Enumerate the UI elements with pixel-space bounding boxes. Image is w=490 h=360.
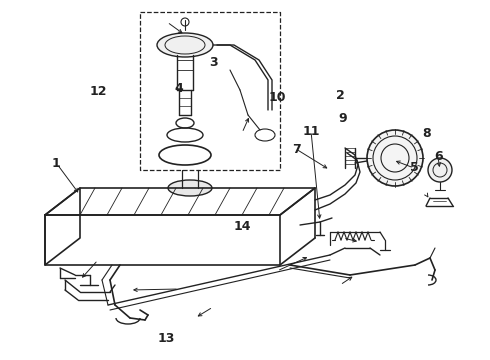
Text: 12: 12 — [89, 85, 107, 98]
Text: 8: 8 — [422, 127, 431, 140]
Text: 4: 4 — [174, 82, 183, 95]
Ellipse shape — [168, 180, 212, 196]
Text: 14: 14 — [234, 220, 251, 233]
Text: 11: 11 — [302, 125, 320, 138]
Text: 3: 3 — [209, 57, 218, 69]
Text: 6: 6 — [434, 150, 443, 163]
Text: 2: 2 — [336, 89, 345, 102]
Text: 13: 13 — [158, 332, 175, 345]
Text: 7: 7 — [292, 143, 301, 156]
Text: 5: 5 — [410, 161, 418, 174]
Text: 10: 10 — [268, 91, 286, 104]
Text: 9: 9 — [339, 112, 347, 125]
Ellipse shape — [367, 130, 423, 186]
Ellipse shape — [157, 33, 213, 57]
Text: 1: 1 — [52, 157, 61, 170]
Ellipse shape — [428, 158, 452, 182]
